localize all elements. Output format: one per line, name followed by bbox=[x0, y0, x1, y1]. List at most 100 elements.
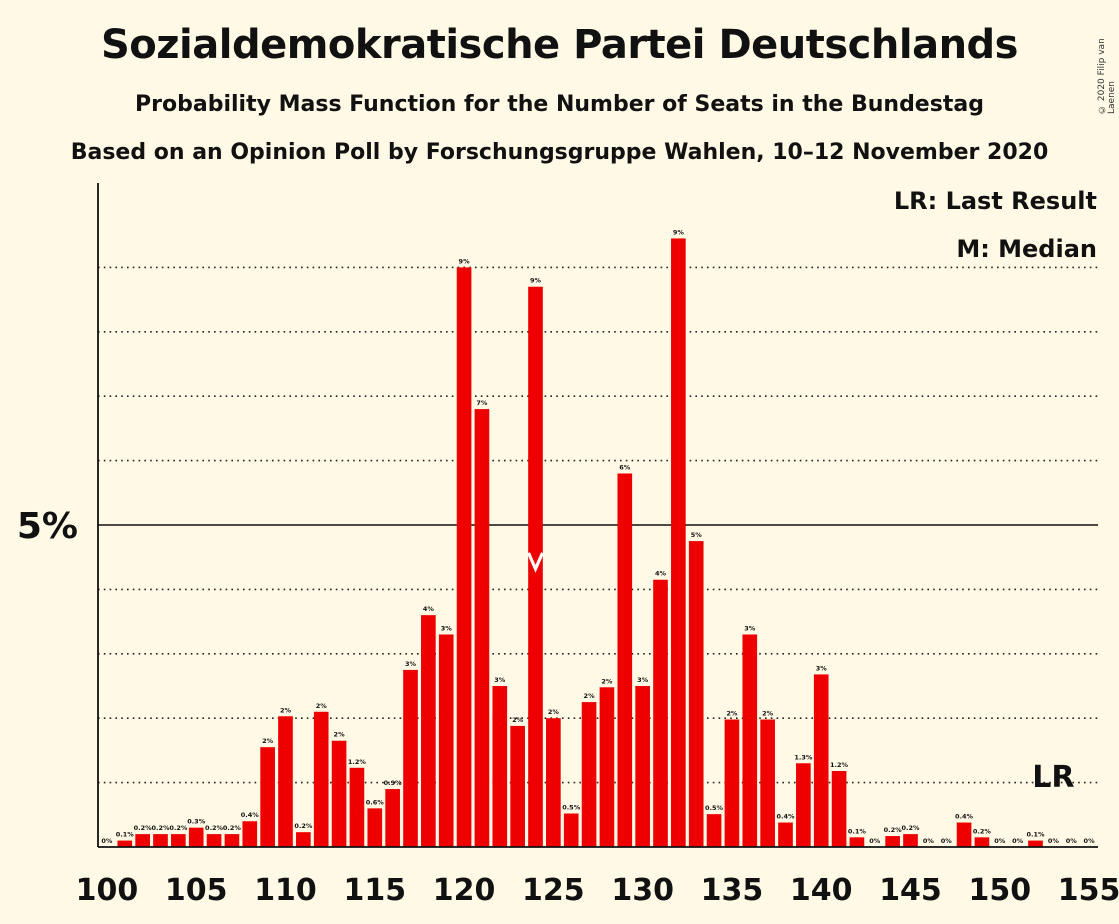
bar-label-152: 0.1% bbox=[1026, 831, 1045, 839]
legend-last-result: LR: Last Result bbox=[894, 187, 1097, 215]
bar-128 bbox=[599, 687, 615, 847]
last-result-marker: LR bbox=[1032, 760, 1074, 795]
bar-138 bbox=[778, 822, 793, 847]
bar-111 bbox=[296, 832, 311, 847]
x-tick-155: 155 bbox=[1058, 873, 1119, 908]
bar-label-153: 0% bbox=[1048, 837, 1060, 845]
bar-106 bbox=[206, 834, 222, 847]
bar-152 bbox=[1028, 840, 1043, 847]
bar-label-117: 3% bbox=[405, 660, 417, 668]
bar-label-126: 0.5% bbox=[562, 804, 581, 812]
x-tick-150: 150 bbox=[968, 873, 1031, 908]
bar-label-107: 0.2% bbox=[223, 824, 242, 832]
bar-118 bbox=[421, 615, 436, 847]
bar-label-154: 0% bbox=[1066, 837, 1078, 845]
bar-label-113: 2% bbox=[334, 731, 346, 739]
bar-112 bbox=[313, 711, 329, 847]
bar-label-114: 1.2% bbox=[348, 758, 367, 766]
bar-label-147: 0% bbox=[941, 837, 953, 845]
bar-label-155: 0% bbox=[1084, 837, 1096, 845]
bar-120 bbox=[456, 267, 472, 847]
bar-label-142: 0.1% bbox=[848, 827, 867, 835]
chart-subtitle: Probability Mass Function for the Number… bbox=[135, 92, 984, 117]
bar-117 bbox=[403, 669, 418, 847]
bar-label-150: 0% bbox=[994, 837, 1006, 845]
bar-label-129: 6% bbox=[619, 463, 631, 471]
bar-116 bbox=[385, 789, 400, 847]
bar-label-136: 3% bbox=[744, 624, 756, 632]
bar-132 bbox=[671, 238, 686, 848]
bar-139 bbox=[796, 763, 811, 847]
bar-135 bbox=[724, 719, 740, 847]
bar-label-141: 1.2% bbox=[830, 761, 849, 769]
bar-136 bbox=[742, 634, 758, 847]
bar-label-118: 4% bbox=[423, 605, 435, 613]
bar-label-145: 0.2% bbox=[901, 824, 920, 832]
bar-108 bbox=[242, 821, 258, 847]
bar-label-123: 2% bbox=[512, 716, 524, 724]
bar-110 bbox=[278, 716, 293, 847]
chart-title: Sozialdemokratische Partei Deutschlands bbox=[100, 22, 1019, 68]
chart-source: Based on an Opinion Poll by Forschungsgr… bbox=[70, 140, 1049, 165]
bar-label-133: 5% bbox=[691, 531, 703, 539]
bar-label-103: 0.2% bbox=[151, 824, 170, 832]
bar-133 bbox=[688, 541, 704, 847]
bar-label-124: 9% bbox=[530, 277, 542, 285]
bar-126 bbox=[563, 813, 579, 847]
median-marker bbox=[527, 552, 544, 573]
bar-label-121: 7% bbox=[476, 399, 488, 407]
x-tick-100: 100 bbox=[76, 873, 139, 908]
bar-134 bbox=[706, 814, 722, 847]
bar-label-108: 0.4% bbox=[241, 811, 260, 819]
bar-label-104: 0.2% bbox=[169, 824, 188, 832]
bar-label-132: 9% bbox=[673, 228, 685, 236]
bar-115 bbox=[367, 808, 383, 847]
bar-149 bbox=[974, 837, 990, 847]
bar-label-146: 0% bbox=[923, 837, 935, 845]
bar-label-112: 2% bbox=[316, 702, 328, 710]
x-tick-120: 120 bbox=[433, 873, 496, 908]
bar-130 bbox=[635, 686, 650, 847]
bar-label-101: 0.1% bbox=[116, 831, 135, 839]
bar-142 bbox=[849, 837, 865, 847]
bar-101 bbox=[117, 840, 133, 847]
bar-label-138: 0.4% bbox=[776, 813, 795, 821]
bar-114 bbox=[349, 767, 365, 847]
bar-label-105: 0.3% bbox=[187, 818, 206, 826]
bar-label-109: 2% bbox=[262, 737, 274, 745]
bar-label-140: 3% bbox=[816, 664, 828, 672]
bar-113 bbox=[331, 740, 347, 847]
bar-137 bbox=[760, 719, 775, 847]
bar-label-116: 0.9% bbox=[384, 779, 403, 787]
bar-label-131: 4% bbox=[655, 570, 667, 578]
bar-label-120: 9% bbox=[459, 257, 471, 265]
bar-141 bbox=[831, 771, 847, 847]
bar-label-102: 0.2% bbox=[134, 824, 153, 832]
bar-label-119: 3% bbox=[441, 624, 453, 632]
bar-label-110: 2% bbox=[280, 706, 292, 714]
x-tick-130: 130 bbox=[611, 873, 674, 908]
bar-label-106: 0.2% bbox=[205, 824, 224, 832]
bar-140 bbox=[813, 674, 829, 847]
bar-123 bbox=[510, 725, 525, 847]
bar-label-139: 1.3% bbox=[794, 753, 813, 761]
bar-label-134: 0.5% bbox=[705, 804, 724, 812]
bar-148 bbox=[956, 822, 972, 847]
bar-107 bbox=[224, 834, 240, 847]
bar-label-111: 0.2% bbox=[294, 822, 313, 830]
bar-label-149: 0.2% bbox=[973, 827, 992, 835]
bar-label-144: 0.2% bbox=[884, 826, 903, 834]
bar-121 bbox=[474, 409, 490, 847]
bar-129 bbox=[617, 473, 633, 847]
bar-127 bbox=[581, 702, 597, 847]
x-tick-115: 115 bbox=[343, 873, 406, 908]
bar-102 bbox=[135, 834, 150, 847]
bar-label-137: 2% bbox=[762, 709, 774, 717]
bar-131 bbox=[653, 579, 668, 847]
bar-label-127: 2% bbox=[584, 692, 596, 700]
bar-label-148: 0.4% bbox=[955, 813, 974, 821]
x-tick-135: 135 bbox=[701, 873, 764, 908]
x-tick-140: 140 bbox=[790, 873, 853, 908]
bar-label-135: 2% bbox=[726, 709, 738, 717]
